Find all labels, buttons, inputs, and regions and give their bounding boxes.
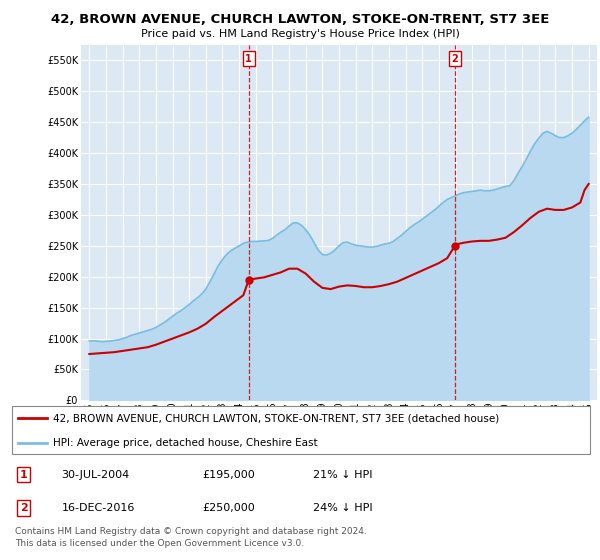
Point [43,440,50,446]
Text: £250,000: £250,000 [202,503,255,513]
Point [43,415,50,422]
Text: 30-JUL-2004: 30-JUL-2004 [62,470,130,480]
Point [14,440,22,446]
Text: 2: 2 [451,54,458,64]
Text: £195,000: £195,000 [202,470,255,480]
Text: 42, BROWN AVENUE, CHURCH LAWTON, STOKE-ON-TRENT, ST7 3EE: 42, BROWN AVENUE, CHURCH LAWTON, STOKE-O… [51,13,549,26]
Text: 24% ↓ HPI: 24% ↓ HPI [313,503,373,513]
Text: Contains HM Land Registry data © Crown copyright and database right 2024.
This d: Contains HM Land Registry data © Crown c… [15,527,367,548]
Text: 42, BROWN AVENUE, CHURCH LAWTON, STOKE-ON-TRENT, ST7 3EE (detached house): 42, BROWN AVENUE, CHURCH LAWTON, STOKE-O… [53,413,499,423]
Text: Price paid vs. HM Land Registry's House Price Index (HPI): Price paid vs. HM Land Registry's House … [140,29,460,39]
Text: 1: 1 [245,54,252,64]
Text: 1: 1 [20,470,28,480]
Point [14,415,22,422]
Text: 2: 2 [20,503,28,513]
Text: 16-DEC-2016: 16-DEC-2016 [62,503,135,513]
Text: HPI: Average price, detached house, Cheshire East: HPI: Average price, detached house, Ches… [53,438,317,448]
FancyBboxPatch shape [12,406,590,454]
Text: 21% ↓ HPI: 21% ↓ HPI [313,470,373,480]
